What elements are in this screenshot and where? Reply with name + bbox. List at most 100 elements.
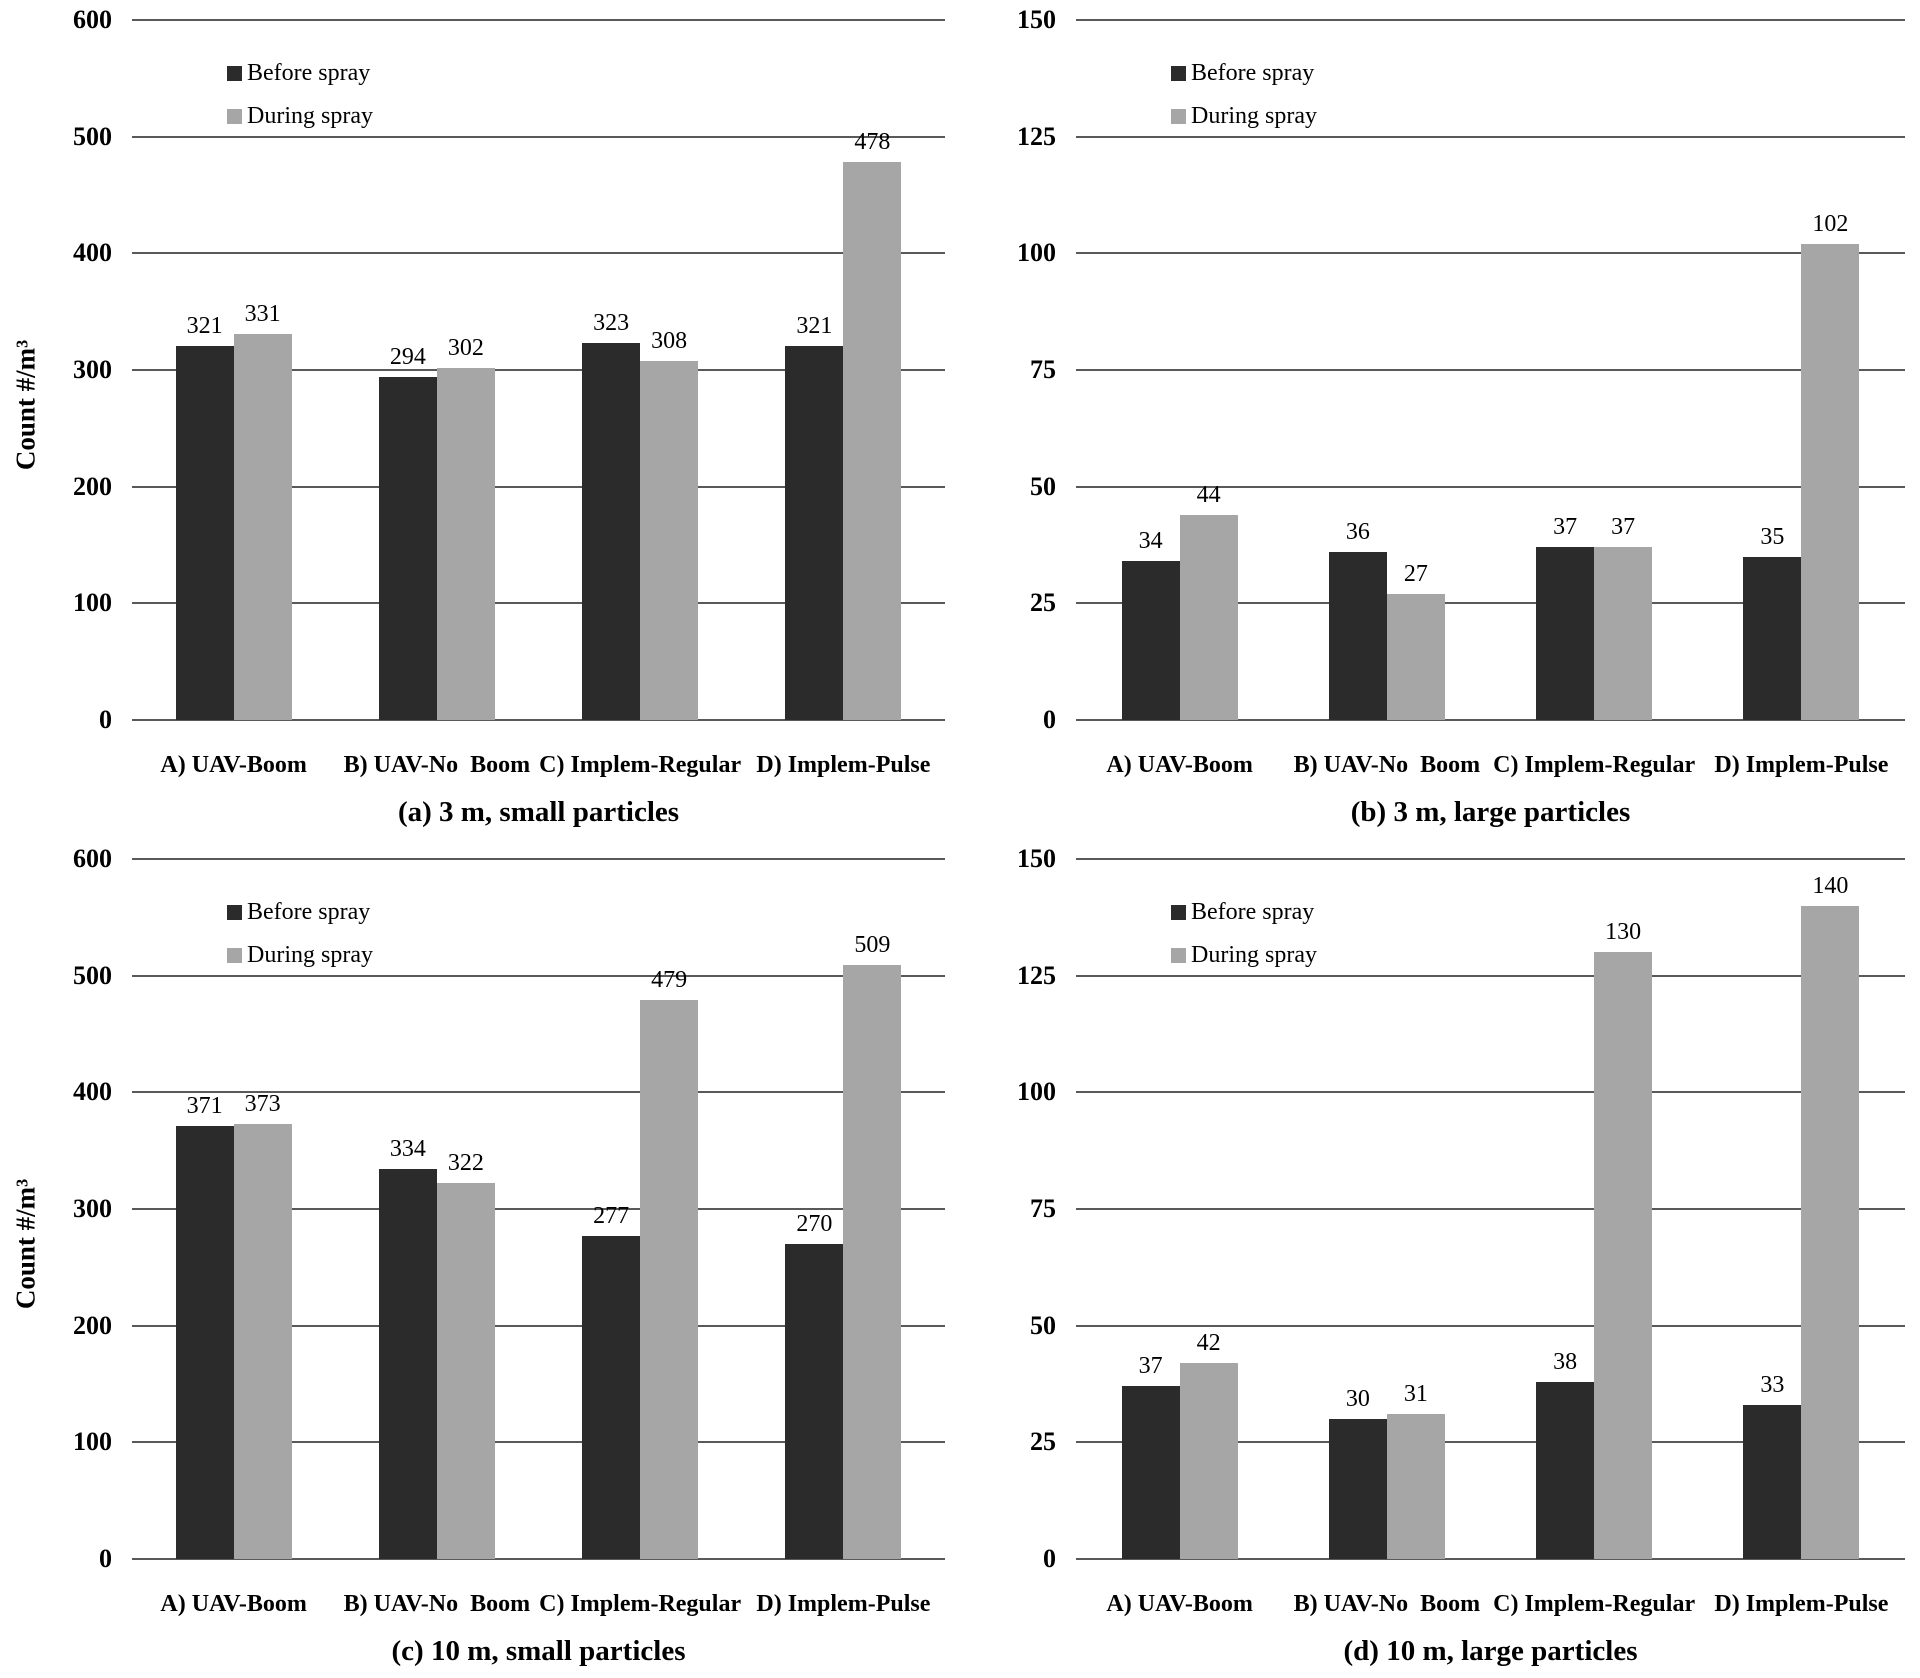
- x-axis-line: [1076, 1558, 1905, 1560]
- x-category-label: C) Implem-Regular: [1493, 1591, 1696, 1617]
- bar-value-label: 331: [244, 300, 281, 327]
- y-tick-label: 600: [73, 844, 112, 873]
- y-tick-label: 0: [1043, 705, 1056, 734]
- bar-before-spray: [1121, 561, 1180, 720]
- x-category-label: B) UAV-No Boom: [343, 1591, 531, 1617]
- bar-before-spray: [175, 1126, 234, 1559]
- bar-value-label: 44: [1196, 481, 1221, 508]
- bar-value-label: 302: [447, 334, 484, 361]
- y-axis-title: Count #/m³: [10, 1178, 41, 1310]
- legend: Before spray During spray: [1171, 897, 1317, 983]
- y-tick-label: 300: [73, 1194, 112, 1223]
- legend-swatch-before-icon: [1171, 65, 1186, 81]
- y-tick-label: 25: [1030, 588, 1056, 618]
- x-category-label: A) UAV-Boom: [160, 752, 307, 778]
- bar-value-label: 509: [854, 932, 891, 959]
- gridline: [1076, 974, 1905, 977]
- y-axis-title: Count #/m³: [10, 339, 41, 471]
- bar-before-spray: [1121, 1386, 1180, 1559]
- y-tick-label: 200: [73, 471, 112, 501]
- bar-before-spray: [1743, 1405, 1802, 1559]
- chart-panel-a: 0 100 200 300 400 500 600 Count #/m³ 321 331 A) UA…: [0, 0, 960, 839]
- bar-value-label: 373: [244, 1090, 281, 1117]
- y-tick-label: 300: [73, 355, 112, 384]
- gridline: [132, 1091, 945, 1094]
- y-tick-label: 75: [1030, 355, 1056, 384]
- bar-during-spray: [843, 162, 902, 720]
- bar-value-label: 27: [1403, 561, 1428, 587]
- gridline: [1076, 1091, 1905, 1094]
- bar-before-spray: [582, 343, 641, 720]
- bar-during-spray: [1179, 1363, 1238, 1559]
- y-tick-label: 100: [73, 588, 112, 618]
- bar-before-spray: [785, 1244, 844, 1559]
- gridline: [132, 1324, 945, 1327]
- y-tick-label: 100: [1017, 238, 1056, 268]
- bar-value-label: 277: [593, 1202, 630, 1229]
- y-tick-label: 0: [99, 705, 112, 734]
- bar-during-spray: [436, 367, 495, 720]
- gridline: [1076, 19, 1905, 21]
- legend-item: During spray: [1171, 940, 1317, 970]
- bar-value-label: 321: [186, 312, 223, 339]
- y-tick-label: 0: [1043, 1544, 1056, 1573]
- legend-item: During spray: [227, 101, 373, 131]
- gridline: [132, 369, 945, 371]
- bar-during-spray: [436, 1183, 495, 1559]
- y-tick-label: 0: [99, 1544, 112, 1573]
- bar-during-spray: [1386, 594, 1445, 720]
- x-category-label: B) UAV-No Boom: [1293, 752, 1481, 778]
- bar-value-label: 371: [186, 1093, 223, 1120]
- bar-value-label: 140: [1812, 872, 1849, 899]
- bar-value-label: 323: [593, 310, 630, 337]
- bar-value-label: 33: [1760, 1372, 1785, 1398]
- legend-item: Before spray: [1171, 58, 1317, 88]
- bar-during-spray: [843, 965, 902, 1559]
- bar-value-label: 294: [389, 344, 426, 370]
- bar-before-spray: [378, 377, 437, 720]
- bar-value-label: 36: [1345, 519, 1370, 545]
- legend-swatch-during-icon: [227, 108, 242, 124]
- x-category-label: A) UAV-Boom: [160, 1591, 307, 1617]
- legend-swatch-before-icon: [227, 904, 242, 920]
- bar-value-label: 30: [1345, 1386, 1370, 1412]
- gridline: [132, 485, 945, 488]
- legend-label: Before spray: [247, 899, 371, 925]
- legend-swatch-before-icon: [1171, 904, 1186, 920]
- gridline: [132, 602, 945, 605]
- bar-value-label: 479: [651, 967, 688, 994]
- y-tick-label: 600: [73, 5, 112, 34]
- x-category-label: D) Implem-Pulse: [1714, 1591, 1889, 1617]
- legend-swatch-before-icon: [227, 65, 242, 81]
- y-tick-label: 125: [1017, 960, 1056, 990]
- bar-before-spray: [1536, 1381, 1595, 1559]
- legend-swatch-during-icon: [227, 947, 242, 963]
- legend-label: Before spray: [1191, 60, 1315, 86]
- gridline: [1076, 252, 1905, 255]
- x-category-label: C) Implem-Regular: [539, 752, 742, 778]
- gridline: [132, 1441, 945, 1444]
- bar-value-label: 270: [796, 1211, 833, 1237]
- legend-label: During spray: [1191, 103, 1317, 129]
- bar-before-spray: [582, 1235, 641, 1559]
- gridline: [132, 1208, 945, 1210]
- x-category-label: D) Implem-Pulse: [756, 752, 931, 778]
- x-category-label: D) Implem-Pulse: [1714, 752, 1889, 778]
- x-category-label: D) Implem-Pulse: [756, 1591, 931, 1617]
- y-tick-label: 150: [1017, 844, 1056, 873]
- bar-value-label: 478: [854, 129, 891, 156]
- gridline: [1076, 135, 1905, 138]
- legend: Before spray During spray: [227, 897, 373, 983]
- gridline: [1076, 1208, 1905, 1210]
- bar-during-spray: [233, 333, 292, 720]
- x-category-label: C) Implem-Regular: [1493, 752, 1696, 778]
- bar-during-spray: [233, 1123, 292, 1559]
- legend-label: During spray: [1191, 942, 1317, 968]
- bar-during-spray: [640, 1000, 699, 1559]
- bar-value-label: 334: [389, 1136, 426, 1163]
- y-tick-label: 50: [1030, 1310, 1056, 1340]
- gridline: [132, 858, 945, 860]
- legend-label: During spray: [247, 103, 373, 129]
- chart-caption: (c) 10 m, small particles: [391, 1635, 686, 1667]
